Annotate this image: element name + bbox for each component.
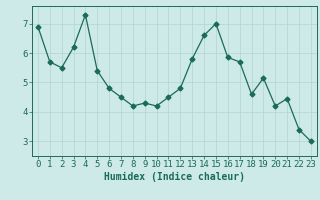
X-axis label: Humidex (Indice chaleur): Humidex (Indice chaleur) [104, 172, 245, 182]
